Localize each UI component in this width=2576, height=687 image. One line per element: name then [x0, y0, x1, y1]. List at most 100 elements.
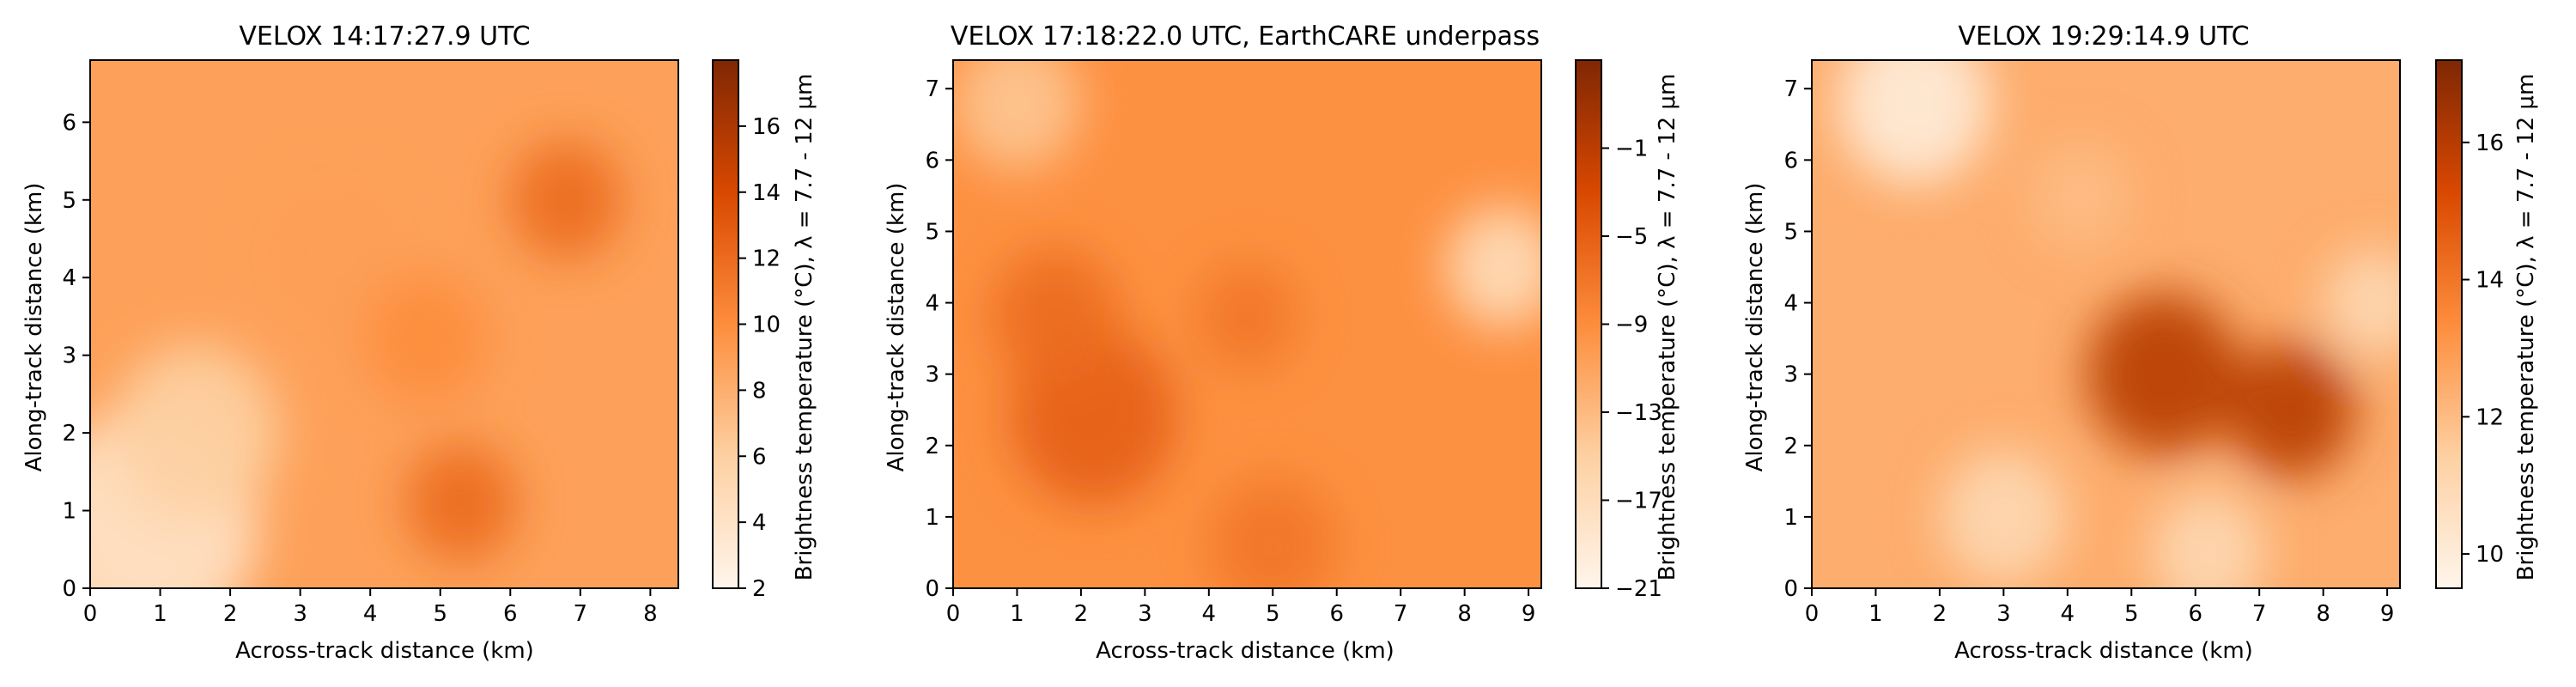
- panel-3-xlabel: Across-track distance (km): [1954, 638, 2253, 664]
- heatmap-feature: [2029, 141, 2132, 251]
- colorbar-tick-label: 16: [752, 114, 781, 140]
- panel-1-colorbar-label: Brightness temperature (°C), λ = 7.7 - 1…: [792, 74, 817, 581]
- x-tick-label: 4: [1202, 601, 1217, 627]
- y-tick-label: 2: [925, 434, 939, 459]
- plot-frame: [89, 59, 679, 589]
- heatmap-feature: [953, 60, 1081, 171]
- panel-1-title: VELOX 14:17:27.9 UTC: [239, 21, 530, 52]
- x-tick-label: 8: [2316, 601, 2330, 627]
- colorbar-tick-label: −9: [1615, 313, 1648, 338]
- x-tick-label: 6: [1329, 601, 1344, 627]
- x-tick-label: 6: [503, 601, 518, 627]
- y-tick-label: 7: [925, 76, 939, 102]
- plot-frame: [952, 59, 1542, 589]
- colorbar-tick-label: 14: [2476, 268, 2504, 294]
- colorbar-tick-label: 12: [2476, 404, 2504, 430]
- x-tick-label: 3: [1138, 601, 1152, 627]
- colorbar-tick-label: −21: [1615, 576, 1662, 602]
- colorbar-tick-label: 8: [752, 378, 767, 404]
- y-tick-label: 6: [62, 110, 76, 136]
- x-tick-label: 1: [153, 601, 167, 627]
- y-tick-label: 4: [62, 265, 76, 291]
- heatmap-feature: [2087, 292, 2240, 456]
- heatmap-feature: [1445, 205, 1541, 329]
- heatmap-feature: [2323, 248, 2400, 357]
- x-tick-label: 2: [1933, 601, 1947, 627]
- x-tick-label: 7: [574, 601, 588, 627]
- x-tick-label: 9: [1522, 601, 1536, 627]
- x-tick-label: 5: [2124, 601, 2139, 627]
- panel-2-ylabel: Along-track distance (km): [884, 183, 909, 472]
- y-tick-label: 1: [62, 499, 76, 525]
- panel-1-colorbar: 2 4 6 8 10 12 14 16: [712, 59, 781, 602]
- x-tick-label: 7: [2252, 601, 2267, 627]
- y-tick-label: 3: [62, 344, 76, 369]
- panel-2-y-axis: 0 1 2 3 4 5 6 7: [925, 76, 953, 602]
- heatmap-feature: [1837, 60, 1991, 185]
- colorbar-gradient: [712, 59, 739, 589]
- x-tick-label: 7: [1394, 601, 1408, 627]
- x-tick-label: 2: [1074, 601, 1089, 627]
- y-tick-label: 4: [1783, 291, 1798, 317]
- panel-1-heatmap: [89, 59, 679, 589]
- x-tick-label: 4: [2061, 601, 2075, 627]
- colorbar-tick-label: 14: [752, 180, 781, 206]
- panel-3-x-axis: 0 1 2 3 4 5 6 7 8 9: [1805, 588, 2394, 627]
- colorbar-tick-label: 10: [2476, 542, 2504, 568]
- panel-3-title: VELOX 19:29:14.9 UTC: [1958, 21, 2249, 52]
- heatmap-feature: [363, 273, 489, 406]
- x-tick-label: 6: [2188, 601, 2202, 627]
- colorbar-tick-label: 6: [752, 444, 767, 470]
- panel-2-colorbar-label: Brightness temperature (°C), λ = 7.7 - 1…: [1655, 74, 1680, 581]
- y-tick-label: 2: [1783, 434, 1798, 459]
- colorbar-tick-label: −17: [1615, 489, 1662, 514]
- y-tick-label: 6: [1783, 148, 1798, 173]
- x-tick-label: 0: [946, 601, 961, 627]
- x-tick-label: 3: [293, 601, 307, 627]
- y-tick-label: 6: [925, 148, 939, 173]
- y-tick-label: 5: [925, 219, 939, 245]
- panel-1-x-axis: 0 1 2 3 4 5 6 7 8: [83, 588, 658, 627]
- y-tick-label: 0: [925, 576, 939, 602]
- panel-3-heatmap: [1811, 59, 2401, 589]
- colorbar-gradient: [1575, 59, 1602, 589]
- colorbar-tick-label: −13: [1615, 400, 1662, 426]
- heatmap-feature: [1939, 448, 2068, 585]
- heatmap-feature: [111, 344, 280, 522]
- heatmap-feature: [510, 141, 623, 259]
- y-tick-label: 0: [1783, 576, 1798, 602]
- panel-3-ylabel: Along-track distance (km): [1742, 183, 1768, 472]
- colorbar-tick-label: 12: [752, 246, 781, 272]
- y-tick-label: 2: [62, 421, 76, 447]
- colorbar-gradient: [2435, 59, 2463, 589]
- panel-2-x-axis: 0 1 2 3 4 5 6 7 8 9: [946, 588, 1536, 627]
- y-tick-label: 3: [925, 362, 939, 388]
- y-tick-label: 5: [62, 188, 76, 214]
- x-tick-label: 8: [1457, 601, 1472, 627]
- x-tick-label: 5: [1266, 601, 1280, 627]
- colorbar-tick-label: −1: [1615, 137, 1648, 162]
- y-tick-label: 4: [925, 291, 939, 317]
- y-tick-label: 0: [62, 576, 76, 602]
- panel-2: VELOX 17:18:22.0 UTC, EarthCARE underpas…: [884, 21, 1680, 664]
- y-tick-label: 3: [1783, 362, 1798, 388]
- y-tick-label: 5: [1783, 219, 1798, 245]
- x-tick-label: 0: [1805, 601, 1820, 627]
- panel-3-colorbar: 10 12 14 16: [2435, 59, 2504, 589]
- heatmap-feature: [2227, 342, 2355, 478]
- panel-3-colorbar-label: Brightness temperature (°C), λ = 7.7 - 1…: [2513, 74, 2539, 581]
- heatmap-feature: [404, 443, 518, 562]
- colorbar-tick-label: 10: [752, 313, 781, 338]
- colorbar-tick-label: 4: [752, 510, 767, 536]
- panel-3-y-axis: 0 1 2 3 4 5 6 7: [1783, 76, 1812, 602]
- heatmap-feature: [258, 173, 413, 336]
- y-tick-label: 7: [1783, 76, 1798, 102]
- panel-2-colorbar: −21 −17 −13 −9 −5 −1: [1575, 59, 1662, 602]
- colorbar-tick-label: −5: [1615, 224, 1648, 250]
- heatmap-feature: [1195, 263, 1299, 372]
- x-tick-label: 5: [433, 601, 447, 627]
- x-tick-label: 3: [1996, 601, 2011, 627]
- heatmap-feature: [1208, 477, 1337, 588]
